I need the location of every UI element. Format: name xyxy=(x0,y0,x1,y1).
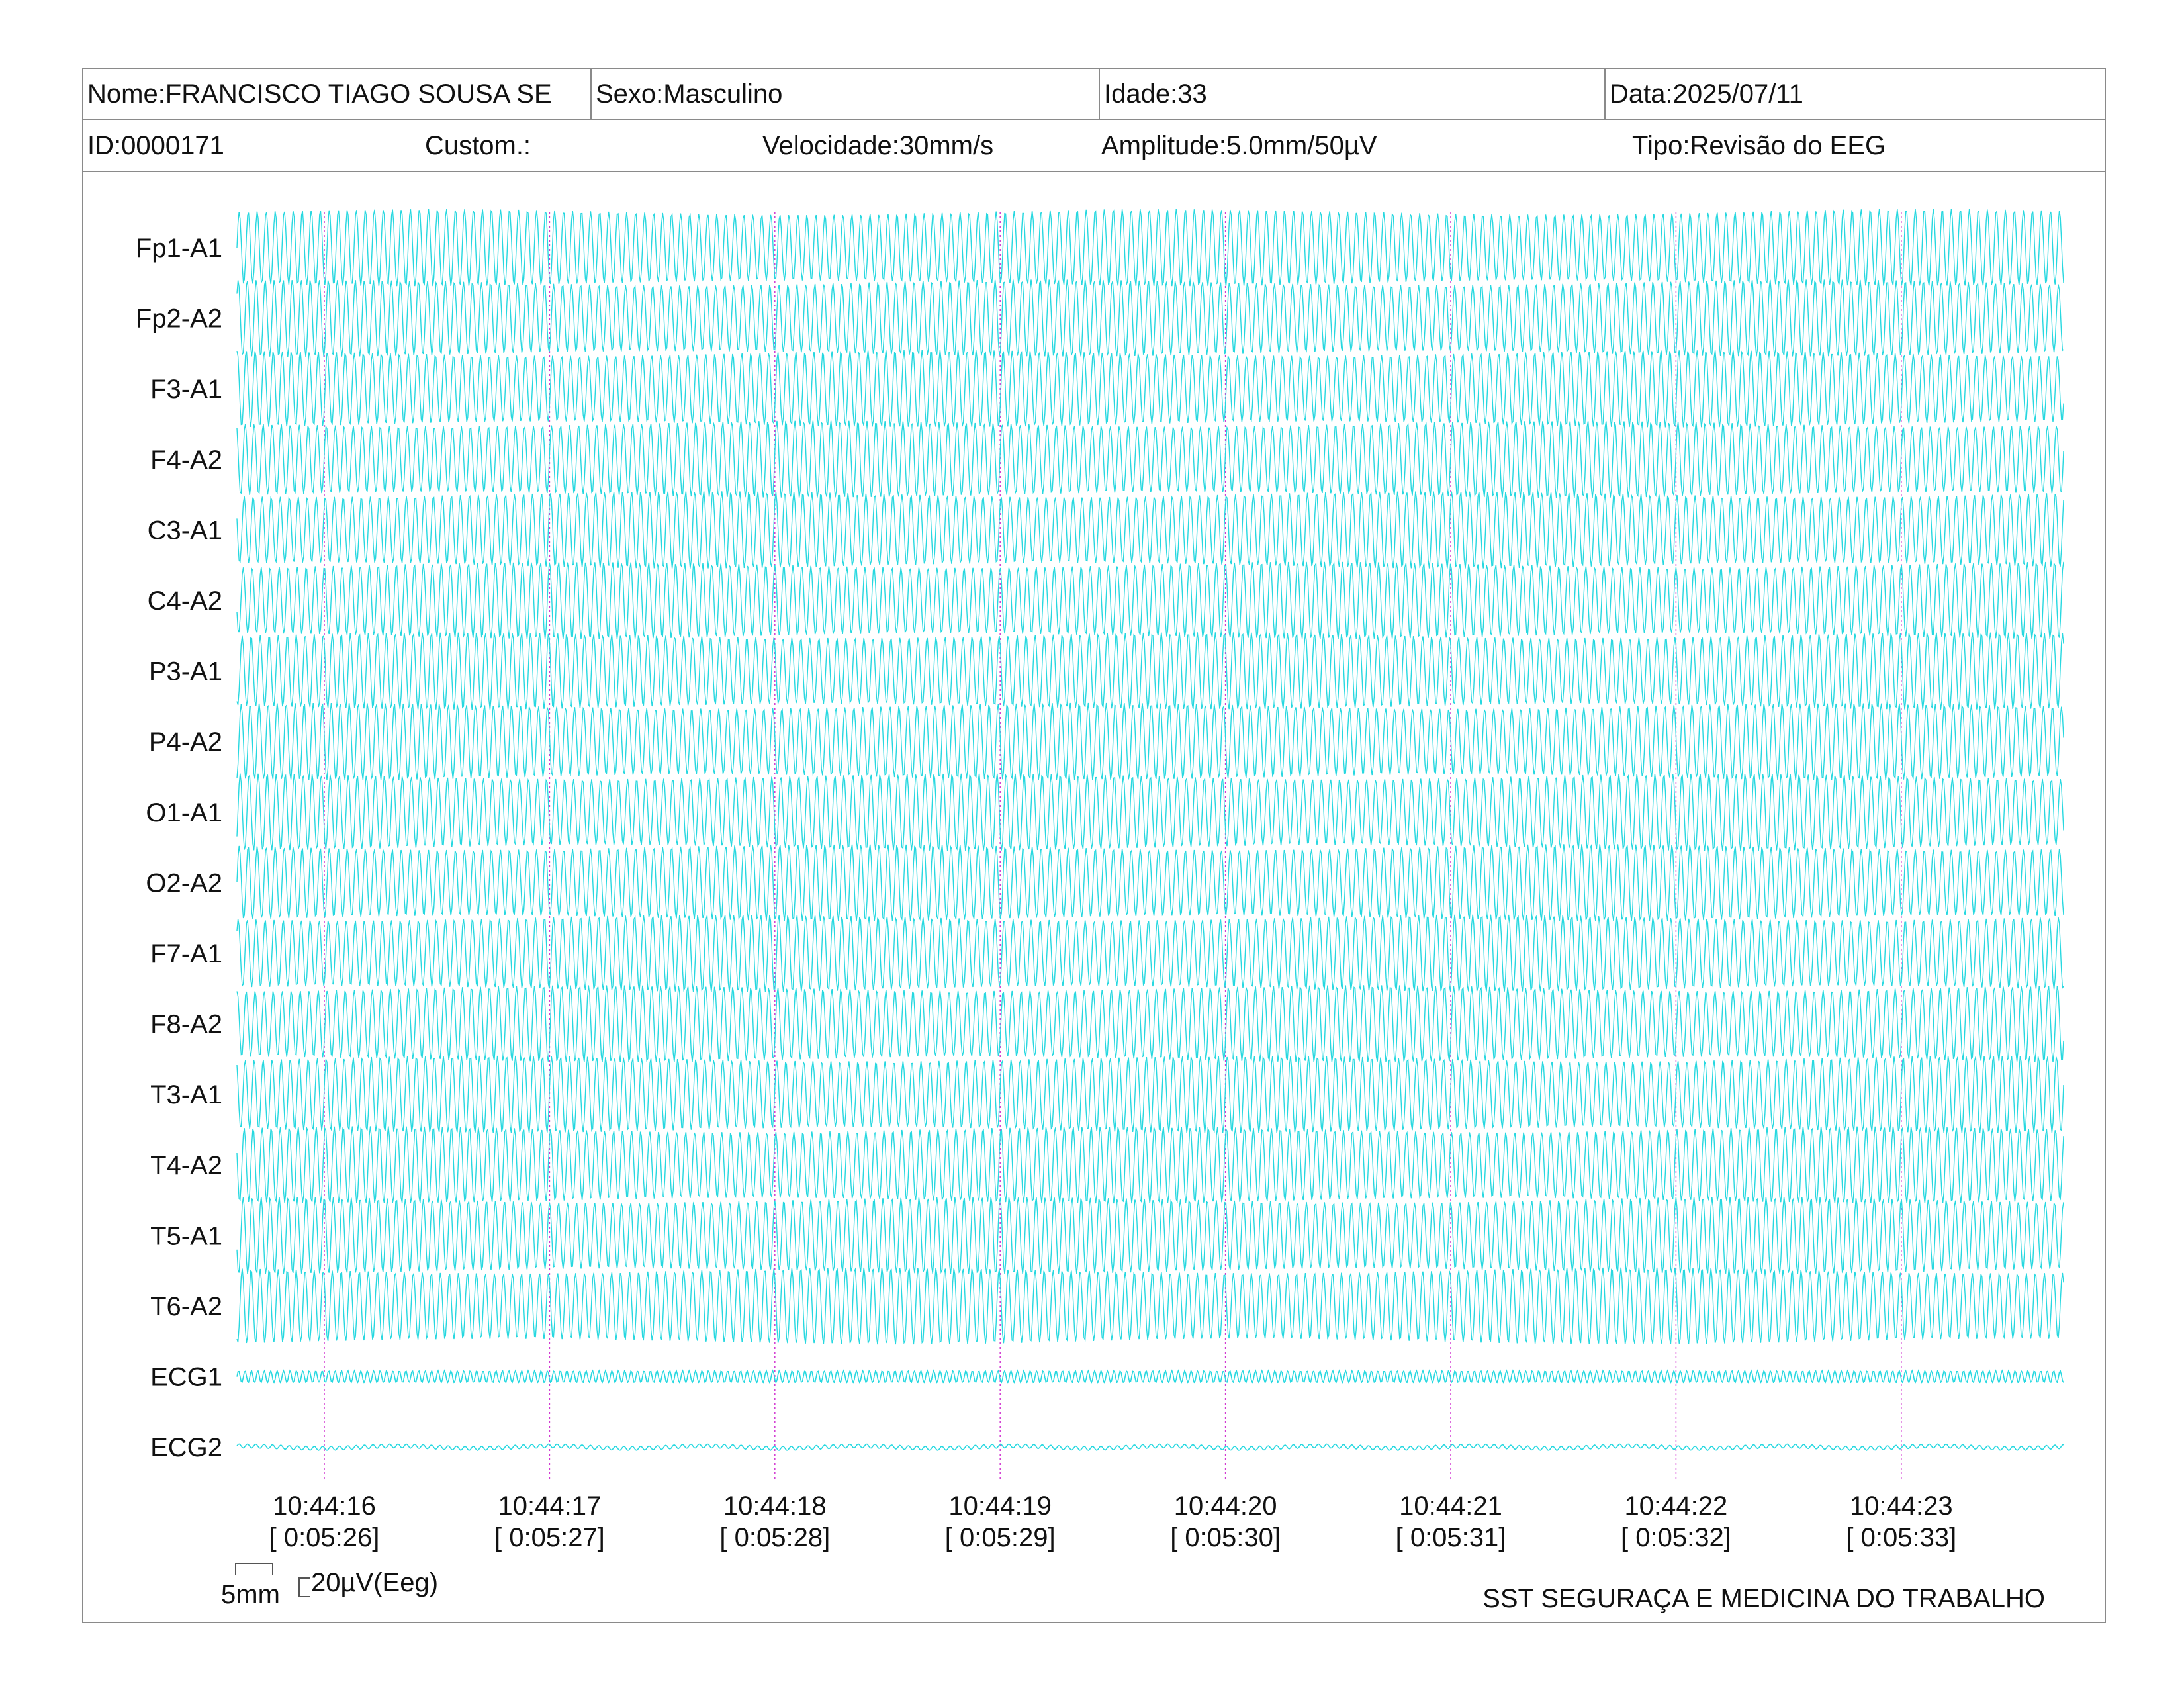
time-mark-clock: 10:44:17 xyxy=(498,1491,602,1521)
channel-label: P4-A2 xyxy=(149,727,222,757)
channel-label: F3-A1 xyxy=(150,375,222,404)
time-mark-clock: 10:44:19 xyxy=(948,1491,1052,1521)
time-mark-clock: 10:44:18 xyxy=(723,1491,827,1521)
channel-trace-o1-a1 xyxy=(236,773,2064,851)
header-divider xyxy=(590,69,592,119)
header-divider xyxy=(1099,69,1100,119)
channel-label: Fp2-A2 xyxy=(136,305,222,334)
time-mark-clock: 10:44:23 xyxy=(1850,1491,1953,1521)
channel-label: T5-A1 xyxy=(150,1221,222,1250)
patient-age: Idade:33 xyxy=(1104,79,1207,109)
review-type: Tipo:Revisão do EEG xyxy=(1632,130,1886,160)
time-mark-elapsed: [ 0:05:30] xyxy=(1170,1523,1281,1552)
channel-trace-ecg2 xyxy=(236,1443,2064,1451)
report-frame: Nome:FRANCISCO TIAGO SOUSA SE Sexo:Mascu… xyxy=(82,68,2106,1623)
amplitude-scale-label: 20µV(Eeg) xyxy=(311,1568,438,1597)
recording-date: Data:2025/07/11 xyxy=(1610,79,1803,109)
header-row-recording: ID:0000171 Custom.: Velocidade:30mm/s Am… xyxy=(83,120,2105,172)
time-mark-elapsed: [ 0:05:29] xyxy=(945,1523,1056,1552)
time-mark-clock: 10:44:20 xyxy=(1174,1491,1277,1521)
header-row-patient: Nome:FRANCISCO TIAGO SOUSA SE Sexo:Mascu… xyxy=(83,69,2105,120)
header-divider xyxy=(1604,69,1606,119)
time-mark-clock: 10:44:21 xyxy=(1399,1491,1502,1521)
custom-field: Custom.: xyxy=(425,130,531,160)
patient-id: ID:0000171 xyxy=(87,130,224,160)
channel-trace-t3-a1 xyxy=(236,1055,2064,1133)
channel-label: ECG1 xyxy=(150,1363,222,1392)
time-mark-clock: 10:44:22 xyxy=(1625,1491,1728,1521)
channel-trace-f7-a1 xyxy=(236,914,2064,992)
channel-label: P3-A1 xyxy=(149,657,222,686)
time-scale-label: 5mm xyxy=(221,1580,280,1609)
channel-trace-f8-a2 xyxy=(236,985,2064,1063)
channel-label: C4-A2 xyxy=(148,586,222,616)
channel-label: F7-A1 xyxy=(150,939,222,968)
channel-trace-p4-a2 xyxy=(236,702,2064,780)
time-mark-elapsed: [ 0:05:28] xyxy=(719,1523,830,1552)
time-mark-clock: 10:44:16 xyxy=(273,1491,376,1521)
channel-trace-t5-a1 xyxy=(236,1197,2064,1274)
time-mark-elapsed: [ 0:05:32] xyxy=(1621,1523,1731,1552)
time-axis: 10:44:16[ 0:05:26] 10:44:17[ 0:05:27] 10:4… xyxy=(269,1491,1957,1552)
time-mark-elapsed: [ 0:05:33] xyxy=(1846,1523,1956,1552)
channel-label: O1-A1 xyxy=(146,798,222,827)
channel-trace-o2-a2 xyxy=(236,843,2064,921)
calibration-scale: 5mm 20µV(Eeg) xyxy=(221,1563,438,1609)
channel-trace-p3-a1 xyxy=(236,632,2064,710)
channel-label: T3-A1 xyxy=(150,1080,222,1109)
time-scale-bracket xyxy=(235,1563,273,1575)
time-mark-elapsed: [ 0:05:26] xyxy=(269,1523,380,1552)
channel-trace-t4-a2 xyxy=(236,1126,2064,1204)
channel-label: ECG2 xyxy=(150,1433,222,1462)
amplitude-scale-bracket xyxy=(298,1577,310,1597)
channel-label: T4-A2 xyxy=(150,1151,222,1180)
channel-label: F4-A2 xyxy=(150,445,222,475)
patient-name: Nome:FRANCISCO TIAGO SOUSA SE xyxy=(87,79,552,109)
channel-label: T6-A2 xyxy=(150,1292,222,1321)
channel-label: F8-A2 xyxy=(150,1010,222,1039)
patient-sex: Sexo:Masculino xyxy=(596,79,783,109)
time-mark-elapsed: [ 0:05:31] xyxy=(1396,1523,1506,1552)
organization-name: SST SEGURAÇA E MEDICINA DO TRABALHO xyxy=(1482,1584,2045,1613)
channel-trace-fp1-a1 xyxy=(236,209,2064,287)
channel-trace-fp2-a2 xyxy=(236,279,2064,357)
channel-label: O2-A2 xyxy=(146,868,222,898)
channel-label: Fp1-A1 xyxy=(136,234,222,263)
channel-trace-c3-a1 xyxy=(236,491,2064,569)
channel-trace-t6-a2 xyxy=(236,1267,2064,1345)
amplitude-setting: Amplitude:5.0mm/50µV xyxy=(1101,130,1377,160)
channel-trace-f3-a1 xyxy=(236,350,2064,428)
channel-trace-ecg1 xyxy=(236,1369,2064,1384)
paper-speed: Velocidade:30mm/s xyxy=(762,130,994,160)
channel-label: C3-A1 xyxy=(148,516,222,545)
channel-labels: Fp1-A1 Fp2-A2 F3-A1 F4-A2 C3-A1 C4-A2 P3-A1 P4-… xyxy=(136,234,222,1462)
time-mark-elapsed: [ 0:05:27] xyxy=(494,1523,605,1552)
channel-trace-f4-a2 xyxy=(236,420,2064,498)
eeg-traces xyxy=(236,209,2064,1451)
channel-trace-c4-a2 xyxy=(236,561,2064,639)
